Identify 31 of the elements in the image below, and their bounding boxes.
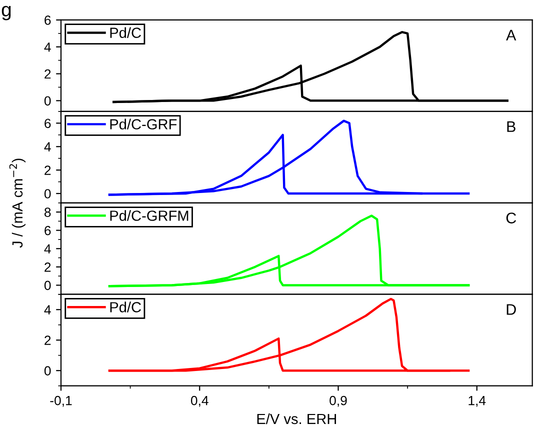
x-tick-label: 0,4 (190, 396, 208, 407)
y-tick-label: 4 (44, 42, 51, 52)
y-tick-label: 2 (44, 69, 51, 79)
y-tick-label: 2 (44, 336, 51, 345)
annotation: C (506, 212, 516, 224)
y-tick-label: 6 (44, 118, 51, 128)
legend-label: Pd/C (110, 27, 141, 38)
y-tick-label: 6 (44, 16, 51, 25)
y-tick-label: 4 (44, 244, 51, 254)
y-tick-label: 6 (44, 226, 51, 236)
annotation: B (507, 121, 516, 132)
x-tick-label: 1,4 (468, 396, 486, 407)
y-tick-label: 2 (44, 166, 51, 175)
text: g (2, 6, 11, 20)
y-tick-label: 4 (44, 305, 51, 314)
y-axis-title: J / (mA cm$^{−2}$) (9, 158, 26, 248)
annotation: D (506, 304, 516, 315)
legend-label: Pd/C-GRFM (110, 210, 188, 221)
y-tick-label: 4 (44, 142, 51, 152)
y-tick-label: 8 (44, 208, 51, 217)
y-tick-label: 2 (44, 262, 51, 272)
annotation: A (506, 30, 516, 40)
y-tick-label: 0 (44, 280, 51, 290)
y-tick-label: 0 (44, 96, 51, 106)
y-tick-label: 0 (44, 189, 51, 198)
legend-label: Pd/C (110, 302, 141, 312)
x-tick-label: 0,9 (330, 396, 347, 407)
legend-label: Pd/C-GRF (110, 118, 177, 130)
y-tick-label: 0 (44, 366, 51, 376)
x-tick-label: -0,1 (50, 396, 72, 407)
x-axis-title: E/V vs. ERH (257, 413, 336, 424)
